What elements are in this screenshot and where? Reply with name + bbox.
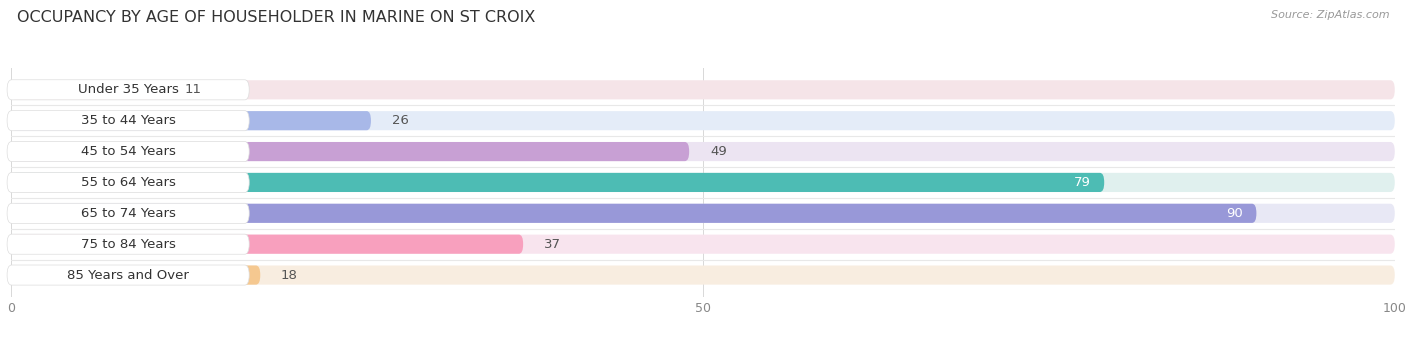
Text: 65 to 74 Years: 65 to 74 Years xyxy=(80,207,176,220)
Text: 49: 49 xyxy=(710,145,727,158)
FancyBboxPatch shape xyxy=(11,173,1395,192)
Text: 90: 90 xyxy=(1226,207,1243,220)
Text: 37: 37 xyxy=(544,238,561,251)
Text: 35 to 44 Years: 35 to 44 Years xyxy=(80,114,176,127)
FancyBboxPatch shape xyxy=(7,265,249,285)
Text: 18: 18 xyxy=(281,269,298,282)
Text: 79: 79 xyxy=(1074,176,1091,189)
FancyBboxPatch shape xyxy=(11,80,1395,99)
Text: OCCUPANCY BY AGE OF HOUSEHOLDER IN MARINE ON ST CROIX: OCCUPANCY BY AGE OF HOUSEHOLDER IN MARIN… xyxy=(17,10,536,25)
Text: 55 to 64 Years: 55 to 64 Years xyxy=(80,176,176,189)
FancyBboxPatch shape xyxy=(11,80,163,99)
FancyBboxPatch shape xyxy=(7,173,249,192)
FancyBboxPatch shape xyxy=(11,204,1395,223)
FancyBboxPatch shape xyxy=(11,266,260,285)
Text: 26: 26 xyxy=(392,114,409,127)
FancyBboxPatch shape xyxy=(11,235,523,254)
FancyBboxPatch shape xyxy=(7,110,249,131)
Text: 11: 11 xyxy=(184,83,201,96)
FancyBboxPatch shape xyxy=(7,203,249,223)
FancyBboxPatch shape xyxy=(11,142,1395,161)
FancyBboxPatch shape xyxy=(11,173,1104,192)
FancyBboxPatch shape xyxy=(7,80,249,100)
FancyBboxPatch shape xyxy=(11,111,1395,130)
FancyBboxPatch shape xyxy=(11,142,689,161)
Text: 85 Years and Over: 85 Years and Over xyxy=(67,269,188,282)
FancyBboxPatch shape xyxy=(7,234,249,254)
Text: Under 35 Years: Under 35 Years xyxy=(77,83,179,96)
Text: Source: ZipAtlas.com: Source: ZipAtlas.com xyxy=(1271,10,1389,20)
FancyBboxPatch shape xyxy=(11,235,1395,254)
Text: 75 to 84 Years: 75 to 84 Years xyxy=(80,238,176,251)
FancyBboxPatch shape xyxy=(11,111,371,130)
FancyBboxPatch shape xyxy=(11,204,1257,223)
Text: 45 to 54 Years: 45 to 54 Years xyxy=(80,145,176,158)
FancyBboxPatch shape xyxy=(7,142,249,162)
FancyBboxPatch shape xyxy=(11,266,1395,285)
